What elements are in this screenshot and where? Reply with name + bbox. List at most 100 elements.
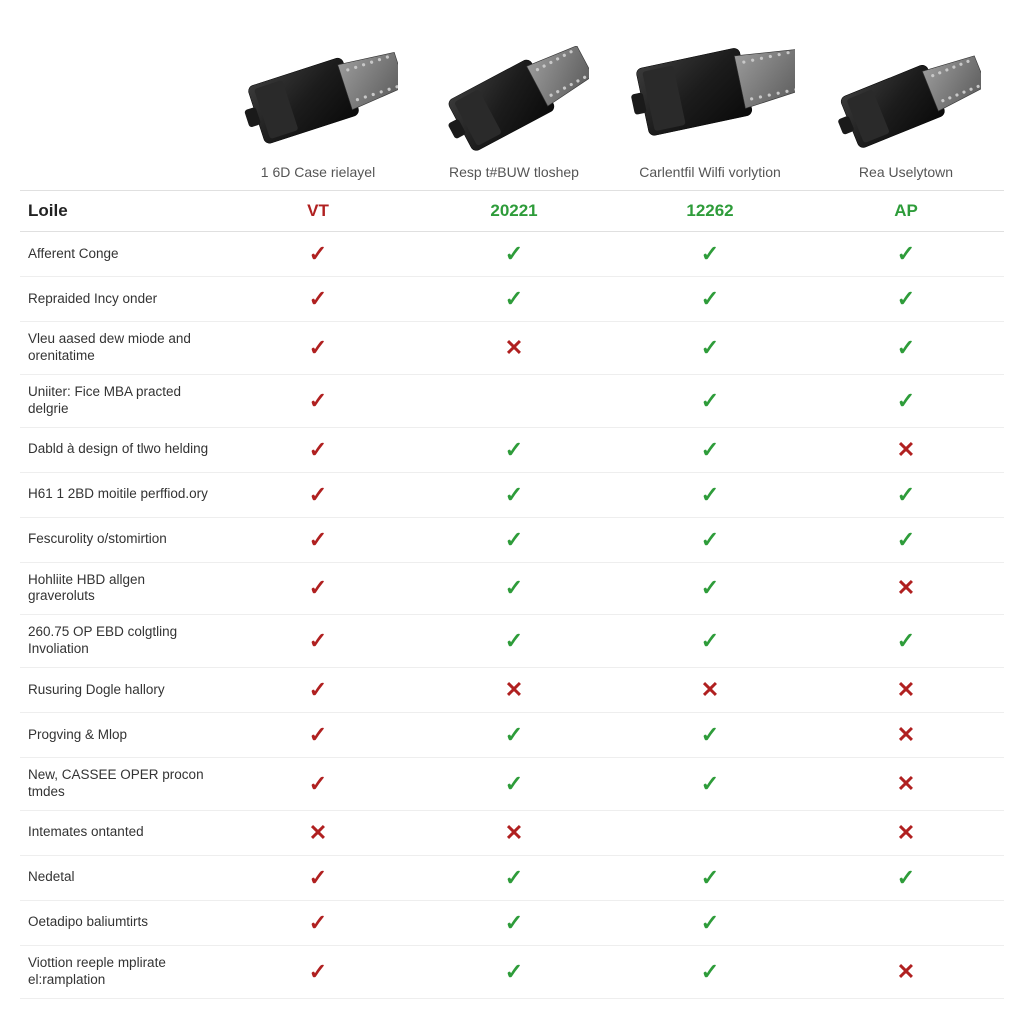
cross-icon — [416, 810, 612, 855]
product-image-row — [20, 10, 1004, 160]
check-icon — [612, 945, 808, 998]
feature-label: Progving & Mlop — [20, 713, 220, 758]
check-icon — [416, 615, 612, 668]
connector-icon — [439, 46, 589, 156]
check-icon — [220, 855, 416, 900]
feature-row: Repraided Incy onder — [20, 277, 1004, 322]
check-icon — [220, 668, 416, 713]
connector-icon — [238, 41, 398, 156]
check-icon — [416, 945, 612, 998]
check-icon — [220, 945, 416, 998]
product-code: VT — [220, 191, 416, 232]
product-image-cell — [416, 10, 612, 160]
empty-mark — [808, 900, 1004, 945]
check-icon — [808, 322, 1004, 375]
product-code: AP — [808, 191, 1004, 232]
check-icon — [808, 472, 1004, 517]
row-label-header: Loile — [20, 191, 220, 232]
feature-label: Repraided Incy onder — [20, 277, 220, 322]
feature-row: Fescurolity o/stomirtion — [20, 517, 1004, 562]
cross-icon — [612, 668, 808, 713]
check-icon — [612, 615, 808, 668]
product-image-cell — [808, 10, 1004, 160]
image-row-spacer — [20, 10, 220, 160]
cross-icon — [808, 758, 1004, 811]
cross-icon — [808, 562, 1004, 615]
cross-icon — [808, 427, 1004, 472]
feature-row: Uniiter: Fice MBA practed delgrie — [20, 374, 1004, 427]
product-code: 12262 — [612, 191, 808, 232]
connector-icon — [831, 51, 981, 156]
check-icon — [220, 322, 416, 375]
comparison-table-wrapper: 1 6D Case rielayel Resp t#BUW tloshep Ca… — [0, 0, 1024, 999]
check-icon — [612, 232, 808, 277]
check-icon — [220, 472, 416, 517]
check-icon — [416, 855, 612, 900]
feature-row: Progving & Mlop — [20, 713, 1004, 758]
check-icon — [220, 427, 416, 472]
check-icon — [220, 517, 416, 562]
check-icon — [416, 562, 612, 615]
check-icon — [612, 855, 808, 900]
check-icon — [220, 713, 416, 758]
feature-row: Dabld à design of tlwo helding — [20, 427, 1004, 472]
feature-label: H61 1 2BD moitile perffiod.ory — [20, 472, 220, 517]
feature-row: Rusuring Dogle hallory — [20, 668, 1004, 713]
check-icon — [808, 615, 1004, 668]
cross-icon — [416, 668, 612, 713]
feature-label: 260.75 OP EBD colgtling Involiation — [20, 615, 220, 668]
feature-label: Uniiter: Fice MBA practed delgrie — [20, 374, 220, 427]
cross-icon — [416, 322, 612, 375]
feature-label: Rusuring Dogle hallory — [20, 668, 220, 713]
feature-row: Nedetal — [20, 855, 1004, 900]
check-icon — [612, 900, 808, 945]
product-image-cell — [220, 10, 416, 160]
check-icon — [416, 232, 612, 277]
feature-rows: Afferent CongeRepraided Incy onderVleu a… — [20, 232, 1004, 999]
check-icon — [416, 758, 612, 811]
feature-label: Vleu aased dew miode and orenitatime — [20, 322, 220, 375]
feature-label: Intemates ontanted — [20, 810, 220, 855]
feature-row: H61 1 2BD moitile perffiod.ory — [20, 472, 1004, 517]
product-name: Resp t#BUW tloshep — [416, 160, 612, 191]
check-icon — [612, 277, 808, 322]
check-icon — [612, 758, 808, 811]
cross-icon — [220, 810, 416, 855]
product-code: 20221 — [416, 191, 612, 232]
feature-label: Afferent Conge — [20, 232, 220, 277]
product-code-row: Loile VT 20221 12262 AP — [20, 191, 1004, 232]
check-icon — [220, 232, 416, 277]
check-icon — [220, 374, 416, 427]
check-icon — [220, 758, 416, 811]
empty-mark — [416, 374, 612, 427]
check-icon — [416, 472, 612, 517]
feature-label: Viottion reeple mplirate el:ramplation — [20, 945, 220, 998]
check-icon — [416, 277, 612, 322]
product-name: Carlentfil Wilfi vorlytion — [612, 160, 808, 191]
feature-label: Dabld à design of tlwo helding — [20, 427, 220, 472]
feature-label: Nedetal — [20, 855, 220, 900]
check-icon — [416, 713, 612, 758]
feature-label: New, CASSEE OPER procon tmdes — [20, 758, 220, 811]
check-icon — [612, 427, 808, 472]
check-icon — [220, 562, 416, 615]
check-icon — [808, 232, 1004, 277]
feature-row: Hohliite HBD allgen graveroluts — [20, 562, 1004, 615]
check-icon — [808, 517, 1004, 562]
name-row-spacer — [20, 160, 220, 191]
feature-label: Fescurolity o/stomirtion — [20, 517, 220, 562]
check-icon — [612, 472, 808, 517]
check-icon — [220, 900, 416, 945]
check-icon — [612, 322, 808, 375]
check-icon — [612, 374, 808, 427]
feature-row: New, CASSEE OPER procon tmdes — [20, 758, 1004, 811]
feature-row: Intemates ontanted — [20, 810, 1004, 855]
product-image-cell — [612, 10, 808, 160]
check-icon — [808, 277, 1004, 322]
cross-icon — [808, 810, 1004, 855]
check-icon — [612, 713, 808, 758]
cross-icon — [808, 945, 1004, 998]
product-name-row: 1 6D Case rielayel Resp t#BUW tloshep Ca… — [20, 160, 1004, 191]
check-icon — [612, 517, 808, 562]
check-icon — [220, 277, 416, 322]
